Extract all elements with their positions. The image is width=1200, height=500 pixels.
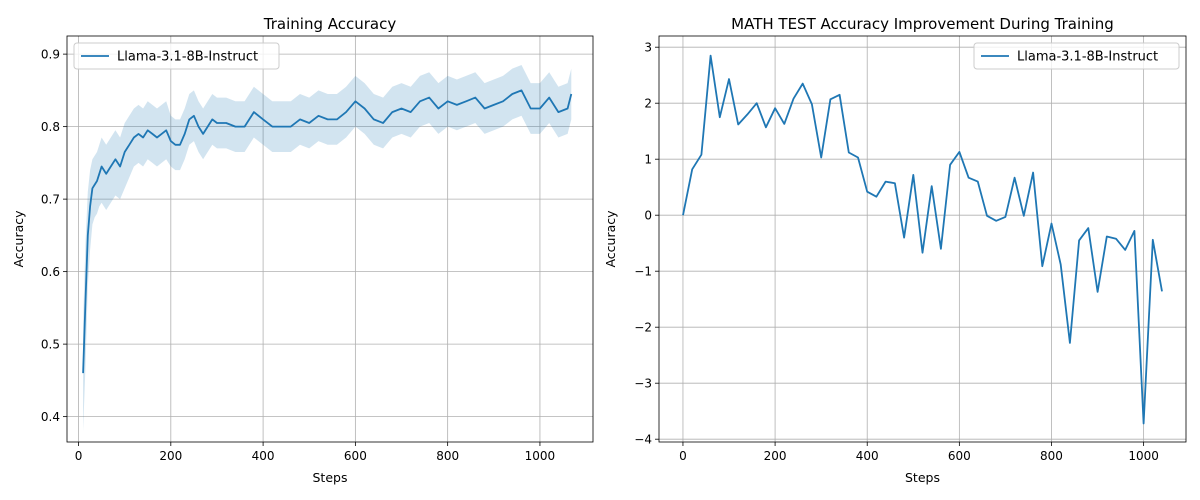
math-test-improvement-chart: 0 200 400 600 800 1000 −4 −3 −2 −1 0 1 2 3 MATH TEST A… [603,15,1187,485]
x-tick-label: 0 [679,449,687,463]
x-tick-label: 400 [252,449,275,463]
y-tick-label: −1 [634,265,652,279]
x-tick-label: 200 [159,449,182,463]
x-tick-label: 800 [1040,449,1063,463]
x-tick-label: 1000 [525,449,556,463]
y-tick-label: −4 [634,433,652,447]
y-tick-label: 0.5 [41,338,60,352]
y-tick-label: 1 [644,153,652,167]
x-tick-label: 600 [948,449,971,463]
y-tick-label: 2 [644,97,652,111]
series-line [82,89,573,374]
series-line [682,54,1163,425]
x-tick-label: 400 [856,449,879,463]
x-tick-label: 1000 [1128,449,1159,463]
legend-label: Llama-3.1-8B-Instruct [1017,50,1158,65]
axes-frame [66,35,594,443]
legend: Llama-3.1-8B-Instruct [73,42,280,70]
x-tick-label: 800 [436,449,459,463]
y-tick-label: 0.7 [41,193,60,207]
axes-frame [658,35,1187,443]
y-tick-label: 0 [644,209,652,223]
x-axis-label: Steps [313,470,348,485]
y-axis-label: Accuracy [603,210,618,268]
y-tick-label: 3 [644,41,652,55]
legend-box [973,42,1180,70]
y-tick-label: 0.9 [41,48,60,62]
x-axis-label: Steps [905,470,940,485]
chart-title: Training Accuracy [263,15,397,33]
confidence-band [83,65,572,432]
y-tick-label: −3 [634,377,652,391]
y-tick-label: −2 [634,321,652,335]
y-axis-label: Accuracy [11,210,26,268]
x-tick-label: 600 [344,449,367,463]
chart-title: MATH TEST Accuracy Improvement During Tr… [731,15,1114,33]
y-tick-label: 0.4 [41,410,60,424]
y-tick-label: 0.8 [41,120,60,134]
legend: Llama-3.1-8B-Instruct [973,42,1180,70]
y-tick-label: 0.6 [41,265,60,279]
x-tick-label: 200 [764,449,787,463]
x-tick-label: 0 [75,449,83,463]
training-accuracy-chart: 0 200 400 600 800 1000 0.4 0.5 0.6 0.7 0.8 0.9 Train… [11,15,594,485]
legend-label: Llama-3.1-8B-Instruct [117,50,258,65]
legend-box [73,42,280,70]
